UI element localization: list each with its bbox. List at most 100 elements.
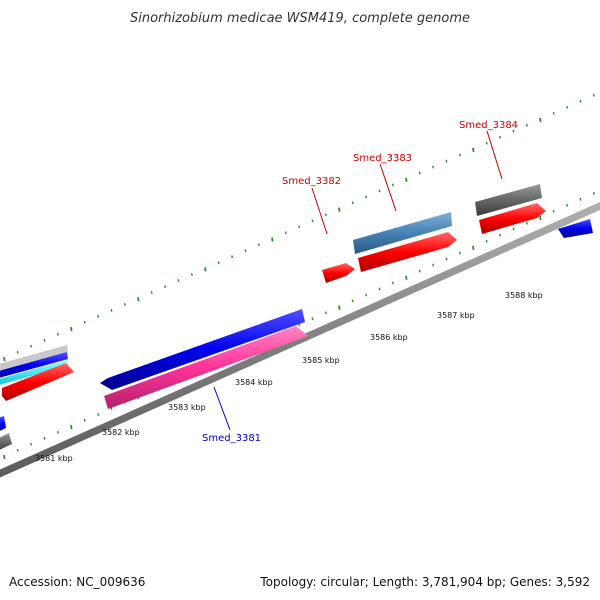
inner-row-tick bbox=[97, 413, 100, 416]
outer-row-tick bbox=[257, 243, 260, 247]
gene-leaders bbox=[213, 130, 503, 431]
outer-row-tick bbox=[566, 105, 569, 109]
outer-row-tick bbox=[110, 309, 113, 312]
outer-row-tick bbox=[418, 171, 421, 175]
cds-arrow-red-smed-3382[interactable] bbox=[322, 263, 355, 283]
scale-label-3583: 3583 kbp bbox=[168, 403, 206, 412]
backbone bbox=[0, 202, 600, 478]
scale-label-3587: 3587 kbp bbox=[437, 311, 475, 320]
inner-row-tick bbox=[485, 239, 488, 243]
cds-arrow-red-smed-3384[interactable] bbox=[479, 203, 546, 234]
outer-row-tick bbox=[97, 315, 100, 318]
scale-label-3586: 3586 kbp bbox=[370, 333, 408, 342]
outer-row-tick bbox=[217, 261, 220, 265]
leader-smed-3381 bbox=[213, 386, 231, 431]
outer-row-tick bbox=[378, 189, 381, 193]
leader-smed-3384 bbox=[486, 130, 503, 180]
accession-label: Accession: NC_009636 bbox=[9, 575, 145, 589]
outer-row-tick bbox=[552, 111, 555, 115]
inner-row-tick bbox=[365, 293, 368, 297]
outer-row-tick bbox=[190, 273, 193, 276]
outer-row-tick bbox=[391, 183, 394, 187]
inner-row-tick bbox=[552, 209, 555, 213]
inner-row-tick bbox=[378, 287, 381, 291]
inner-row-tick bbox=[43, 436, 46, 440]
inner-row-tick bbox=[30, 442, 33, 446]
outer-row-tick bbox=[499, 135, 502, 139]
outer-row-tick bbox=[525, 123, 528, 127]
outer-row-tick bbox=[16, 350, 19, 354]
outer-row-tick bbox=[204, 267, 207, 272]
gene-label-smed-3383[interactable]: Smed_3383 bbox=[353, 153, 412, 164]
outer-row-tick bbox=[485, 141, 488, 145]
outer-row-tick bbox=[445, 159, 448, 163]
inner-row-tick bbox=[592, 191, 595, 195]
outer-row-tick bbox=[338, 207, 341, 212]
outer-row-tick bbox=[298, 225, 301, 229]
inner-row-tick bbox=[83, 418, 86, 422]
gene-label-smed-3384[interactable]: Smed_3384 bbox=[459, 120, 518, 131]
outer-row-tick bbox=[3, 356, 6, 362]
inner-row-tick bbox=[579, 197, 582, 201]
genome-summary-label: Topology: circular; Length: 3,781,904 bp… bbox=[259, 575, 590, 589]
outer-row-tick bbox=[351, 201, 354, 205]
leader-smed-3383 bbox=[379, 163, 397, 212]
gene-arrow-steel-smed-3383[interactable] bbox=[353, 212, 452, 254]
outer-row-tick bbox=[231, 255, 234, 259]
scale-label-3585: 3585 kbp bbox=[302, 356, 340, 365]
gene-arrow-blue-edge[interactable] bbox=[0, 416, 6, 433]
inner-row-tick bbox=[16, 448, 19, 452]
gene-arrow-blue-right[interactable] bbox=[558, 219, 593, 238]
outer-row-tick bbox=[123, 303, 126, 306]
outer-row-tick bbox=[405, 177, 408, 182]
inner-row-tick bbox=[566, 203, 569, 207]
outer-row-tick bbox=[150, 291, 153, 294]
inner-row-tick bbox=[311, 317, 314, 321]
cds-arrow-red-left[interactable] bbox=[2, 363, 74, 401]
genome-title: Sinorhizobium medicae WSM419, complete g… bbox=[130, 11, 470, 26]
inner-row-tick bbox=[539, 215, 542, 221]
scale-label-3588: 3588 kbp bbox=[505, 291, 543, 300]
outer-row-tick bbox=[539, 117, 542, 123]
scale-labels: 3581 kbp 3582 kbp 3583 kbp 3584 kbp 3585… bbox=[35, 291, 543, 463]
gene-arrow-grey-edge[interactable] bbox=[0, 433, 12, 452]
gene-arrow-blue-smed-3381[interactable] bbox=[100, 309, 305, 390]
outer-row-tick bbox=[43, 338, 46, 342]
scale-label-3581: 3581 kbp bbox=[35, 454, 73, 463]
gene-arrow-pink-smed-3381[interactable] bbox=[104, 326, 308, 409]
inner-row-tick bbox=[324, 311, 327, 315]
inner-row-tick bbox=[3, 454, 6, 460]
inner-row-tick bbox=[512, 227, 515, 231]
gene-arrow-cyan-left[interactable] bbox=[0, 360, 68, 386]
gene-labels: Smed_3381 Smed_3382 Smed_3383 Smed_3384 bbox=[202, 120, 518, 444]
gene-label-smed-3381[interactable]: Smed_3381 bbox=[202, 433, 261, 444]
inner-row-tick bbox=[338, 305, 341, 310]
inner-row-tick bbox=[405, 275, 408, 280]
outer-row-tick bbox=[432, 165, 435, 169]
inner-tick-row bbox=[3, 191, 595, 460]
outer-row-tick bbox=[512, 129, 515, 133]
outer-row-tick bbox=[592, 93, 595, 97]
inner-row-tick bbox=[472, 245, 475, 251]
outer-row-tick bbox=[579, 99, 582, 103]
outer-row-tick bbox=[271, 237, 274, 242]
inner-row-tick bbox=[391, 281, 394, 285]
gene-arrow-grey-top-left[interactable] bbox=[0, 345, 68, 372]
gene-arrow-grey-smed-3384[interactable] bbox=[475, 184, 542, 216]
outer-row-tick bbox=[56, 332, 59, 336]
gene-label-smed-3382[interactable]: Smed_3382 bbox=[282, 176, 341, 187]
inner-row-tick bbox=[351, 299, 354, 303]
cds-arrow-red-smed-3383[interactable] bbox=[358, 232, 457, 272]
inner-row-tick bbox=[418, 269, 421, 273]
backbone-strand bbox=[0, 202, 600, 478]
gene-arrow-blue-left[interactable] bbox=[0, 352, 68, 379]
outer-row-tick bbox=[164, 285, 167, 288]
outer-row-tick bbox=[365, 195, 368, 199]
scale-label-3584: 3584 kbp bbox=[235, 378, 273, 387]
inner-row-tick bbox=[499, 233, 502, 237]
inner-row-tick bbox=[70, 424, 73, 430]
inner-row-tick bbox=[525, 221, 528, 225]
gene-features bbox=[0, 184, 593, 452]
outer-row-tick bbox=[324, 213, 327, 217]
outer-row-tick bbox=[311, 219, 314, 223]
